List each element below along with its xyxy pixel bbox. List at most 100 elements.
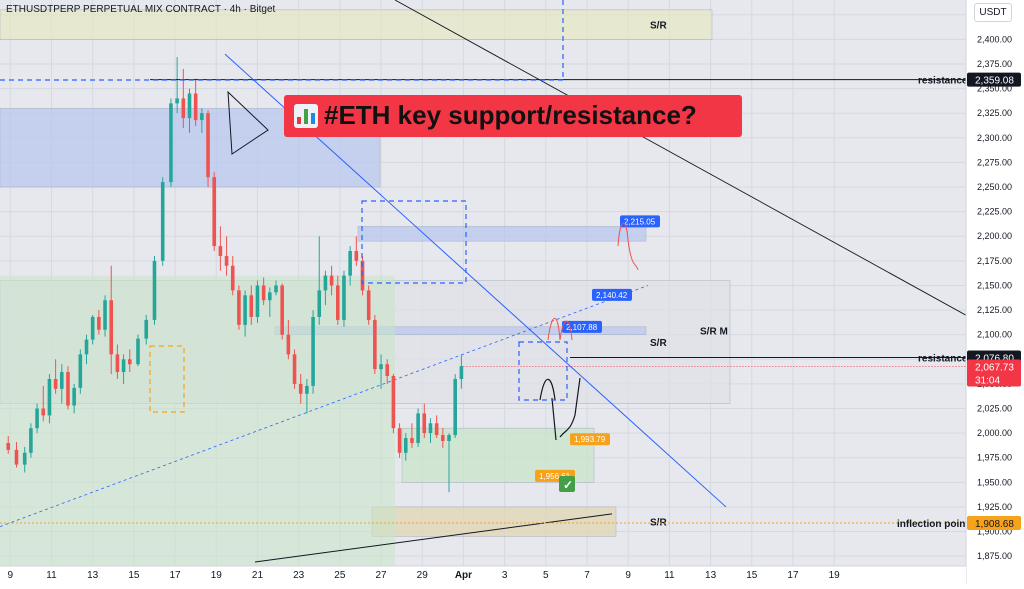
x-tick-label: 17 [787, 570, 799, 581]
sr-zone-label: S/R [650, 518, 667, 529]
y-tick-label: 1,975.00 [977, 453, 1012, 463]
candle-body [243, 295, 247, 325]
candle-body [53, 378, 58, 389]
symbol-header: ETHUSDTPERP PERPETUAL MIX CONTRACT · 4h … [6, 4, 276, 15]
candle-body [90, 316, 95, 340]
candle-body [329, 275, 334, 286]
long-trendline-black [394, 0, 1021, 346]
title-banner: #ETH key support/resistance? [284, 95, 742, 137]
y-tick-label: 2,325.00 [977, 108, 1012, 118]
y-axis-panel [966, 0, 1024, 584]
x-tick-label: 5 [543, 570, 549, 581]
candle-body [410, 438, 414, 443]
x-tick-label: 11 [46, 570, 57, 581]
candle-body [335, 285, 340, 320]
sr-zone-label: S/R M [700, 327, 728, 338]
candle-body [280, 285, 284, 335]
candle-body [212, 177, 217, 247]
candle-body [115, 354, 120, 373]
candle-body [385, 364, 390, 377]
x-tick-label: 29 [417, 570, 429, 581]
x-tick-label: 13 [87, 570, 99, 581]
price-tag-text: 1,908.68 [975, 519, 1014, 530]
candle-body [152, 260, 157, 320]
check-mark-icon [559, 476, 575, 492]
candle-body [268, 292, 272, 301]
x-tick-label: 25 [334, 570, 346, 581]
projection-path-red [547, 222, 639, 341]
last-price-text: 2,067.73 [975, 362, 1014, 373]
sr-zone[interactable] [357, 226, 647, 242]
candle-body [249, 295, 254, 317]
candle-body [121, 359, 126, 373]
sr-zone-label: S/R [650, 21, 667, 32]
candle-body [206, 113, 210, 178]
candle-body [78, 354, 83, 388]
y-tick-label: 2,175.00 [977, 256, 1012, 266]
candle-body [47, 378, 52, 416]
candle-body [428, 423, 433, 434]
x-tick-label: 19 [211, 570, 223, 581]
candle-body [41, 408, 46, 416]
x-tick-label: 9 [625, 570, 631, 581]
candle-body [97, 316, 101, 330]
level-label: inflection point [897, 519, 969, 530]
x-tick-label: 13 [705, 570, 717, 581]
x-tick-label: 17 [170, 570, 182, 581]
candle-body [391, 376, 396, 429]
sr-zone-label: S/R [650, 338, 667, 349]
x-tick-label: 19 [829, 570, 841, 581]
candle-body [422, 413, 427, 434]
price-tag-box [967, 516, 1021, 531]
level-label: resistance [918, 76, 968, 87]
candle-body [169, 103, 173, 183]
projection-path-black [539, 377, 581, 441]
candle-body [144, 319, 149, 339]
y-tick-label: 2,250.00 [977, 182, 1012, 192]
candle-body [286, 334, 291, 355]
projection-label-box [570, 433, 610, 446]
y-tick-label: 2,225.00 [977, 207, 1012, 217]
candle-body [459, 366, 464, 379]
candle-body [348, 251, 352, 276]
x-tick-label: 21 [252, 570, 264, 581]
candle-body [323, 275, 328, 291]
y-tick-label: 2,275.00 [977, 157, 1012, 167]
sr-zone[interactable] [371, 506, 617, 537]
bar-chart-icon [294, 104, 318, 128]
projection-label-box [592, 288, 632, 301]
candle-body [373, 319, 377, 370]
projection-label-box [620, 215, 660, 228]
candle-body [403, 438, 408, 453]
projection-label-text: 2,107.88 [566, 323, 598, 332]
x-tick-label: 11 [664, 570, 675, 581]
candle-body [160, 182, 165, 261]
candle-body [6, 442, 11, 450]
x-tick-label: 7 [584, 570, 590, 581]
candle-body [193, 93, 198, 121]
price-tag-text: 2,359.08 [975, 76, 1014, 87]
candle-body [317, 290, 322, 317]
projection-label-text: 2,140.42 [596, 291, 628, 300]
candle-body [237, 290, 241, 325]
y-tick-label: 2,100.00 [977, 330, 1012, 340]
candle-body [366, 290, 371, 320]
candle-body [453, 378, 457, 436]
currency-unit-badge[interactable]: USDT [974, 3, 1012, 22]
candle-body [59, 372, 64, 389]
candle-body [379, 364, 383, 370]
candle-body [218, 246, 223, 256]
level-label: resistance [918, 354, 968, 365]
candle-body [175, 98, 179, 104]
y-tick-label: 2,025.00 [977, 404, 1012, 414]
candle-body [66, 372, 70, 406]
candle-body [434, 423, 439, 436]
dashed-box-blue [361, 200, 467, 284]
triangle-pattern [227, 90, 269, 155]
x-tick-label: 27 [375, 570, 387, 581]
candle-body [136, 338, 140, 365]
sr-zone[interactable] [0, 9, 713, 40]
candle-body [109, 300, 114, 355]
